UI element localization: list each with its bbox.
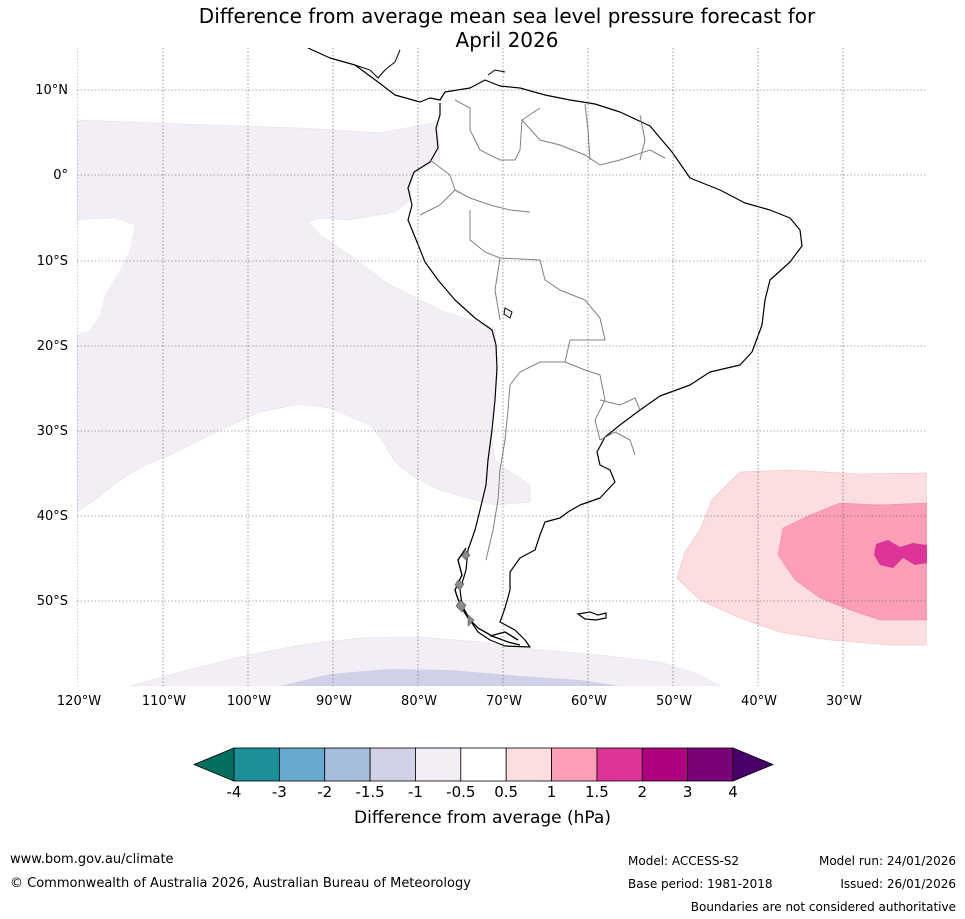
lat-label-50s: 50°S bbox=[36, 594, 68, 609]
colorbar-swatch bbox=[687, 747, 734, 782]
lon-label-40w: 40°W bbox=[741, 694, 777, 709]
lon-label-50w: 50°W bbox=[656, 694, 692, 709]
base-period: Base period: 1981-2018 bbox=[628, 877, 773, 891]
colorbar-swatch bbox=[551, 747, 598, 782]
colorbar-swatch bbox=[641, 747, 689, 782]
anomaly-southern-ocean-negative bbox=[129, 636, 721, 686]
model-run-date: Model run: 24/01/2026 bbox=[818, 854, 956, 868]
lon-label-100w: 100°W bbox=[226, 694, 272, 709]
colorbar-swatch bbox=[460, 747, 507, 782]
colorbar-swatch bbox=[415, 747, 462, 782]
colorbar-tick-label: 4 bbox=[728, 783, 738, 801]
colorbar-tick-label: -2 bbox=[317, 783, 333, 801]
lat-label-40s: 40°S bbox=[36, 509, 68, 524]
colorbar-tick-label: 2 bbox=[637, 783, 648, 801]
anomaly-atlantic-core bbox=[777, 502, 927, 621]
colorbar-tick-label: -1.5 bbox=[355, 783, 385, 801]
lon-label-70w: 70°W bbox=[486, 694, 522, 709]
map-title-line2: April 2026 bbox=[455, 28, 559, 52]
colorbar-title: Difference from average (hPa) bbox=[354, 808, 611, 828]
lon-label-90w: 90°W bbox=[316, 694, 352, 709]
colorbar-swatch bbox=[596, 747, 643, 782]
colorbar-tick-label: 1.5 bbox=[584, 783, 609, 801]
colorbar-tick-label: -1 bbox=[407, 783, 423, 801]
map-title: Difference from average mean sea level p… bbox=[0, 4, 965, 52]
model-name: Model: ACCESS-S2 bbox=[628, 854, 740, 868]
colorbar-extend-high bbox=[732, 747, 775, 782]
colorbar-tick-label: -0.5 bbox=[446, 783, 476, 801]
colorbar-swatch bbox=[505, 747, 552, 782]
patagonia-islands-grey bbox=[454, 549, 475, 627]
colorbar-swatch bbox=[233, 747, 280, 782]
lat-label-20s: 20°S bbox=[36, 339, 68, 354]
colorbar-swatch bbox=[278, 747, 326, 782]
lon-label-120w: 120°W bbox=[56, 694, 102, 709]
south-america-coastline bbox=[307, 48, 803, 648]
patagonia-islands bbox=[454, 547, 521, 646]
falkland-islands bbox=[576, 611, 607, 621]
central-america bbox=[354, 49, 506, 79]
lake-titicaca bbox=[503, 307, 513, 319]
map-title-line1: Difference from average mean sea level p… bbox=[198, 4, 816, 28]
lat-label-10s: 10°S bbox=[36, 254, 68, 269]
colorbar-swatch bbox=[324, 747, 371, 782]
colorbar-swatches bbox=[192, 747, 775, 782]
lat-label-30s: 30°S bbox=[36, 424, 68, 439]
issued-date: Issued: 26/01/2026 bbox=[840, 877, 956, 891]
anomaly-atlantic-peak bbox=[874, 540, 927, 568]
website-link[interactable]: www.bom.gov.au/climate bbox=[10, 852, 174, 867]
lat-label-0: 0° bbox=[53, 168, 68, 183]
colorbar-tick-label: 3 bbox=[682, 783, 693, 801]
boundary-disclaimer: Boundaries are not considered authoritat… bbox=[690, 900, 956, 914]
anomaly-southern-ocean-negative-core bbox=[280, 669, 620, 686]
colorbar-tick-label: -4 bbox=[226, 783, 242, 801]
lon-label-60w: 60°W bbox=[571, 694, 607, 709]
anomaly-pacific-neutral bbox=[77, 218, 135, 335]
colorbar-extend-low bbox=[192, 747, 235, 782]
lon-label-80w: 80°W bbox=[401, 694, 437, 709]
colorbar-tick-label: 1 bbox=[546, 783, 557, 801]
map-canvas bbox=[77, 48, 927, 686]
colorbar-swatch bbox=[369, 747, 416, 782]
anomaly-pacific-negative bbox=[77, 119, 531, 513]
lat-label-10n: 10°N bbox=[35, 83, 68, 98]
lon-label-30w: 30°W bbox=[826, 694, 862, 709]
colorbar-tick-label: -3 bbox=[271, 783, 287, 801]
colorbar-tick-label: 0.5 bbox=[494, 783, 519, 801]
copyright-text: © Commonwealth of Australia 2026, Austra… bbox=[10, 876, 471, 891]
lon-label-110w: 110°W bbox=[141, 694, 187, 709]
graticule bbox=[77, 48, 927, 686]
map-plot-area bbox=[77, 48, 927, 686]
